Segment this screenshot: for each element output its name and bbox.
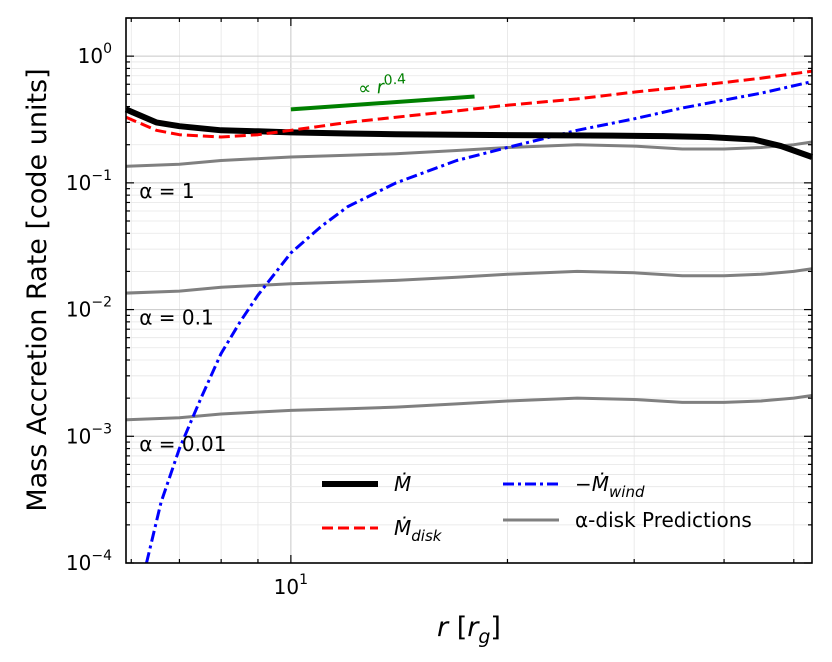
legend-label-minus_Mdot_wind: −Ṁwind [575, 472, 645, 501]
series-line-alpha_disk_0.1 [125, 267, 813, 295]
legend-label-Mdot: Ṁ [394, 472, 411, 496]
series-line-alpha_disk_1 [125, 140, 813, 168]
slope-reference-line [290, 94, 475, 112]
y-tick-label: 100 [78, 41, 112, 68]
series-line-Mdot_disk [125, 69, 813, 139]
annotations: α = 1 α = 0.1 α = 0.01 [139, 179, 226, 456]
y-tick-label: 10−2 [66, 295, 112, 322]
legend-label-Mdot_disk: Ṁdisk [394, 516, 443, 545]
series-line-minus_Mdot_wind [145, 80, 813, 564]
slope-label: ∝ r0.4 [357, 71, 407, 99]
y-axis-label: Mass Accretion Rate [code units] [22, 68, 53, 511]
y-tick-label: 10−3 [66, 421, 112, 448]
y-tick-label: 10−1 [66, 168, 112, 195]
data-series: ∝ r0.4 [124, 69, 813, 564]
legend-label-alpha_disk_1: α-disk Predictions [575, 508, 752, 532]
plot-frame [125, 17, 813, 564]
alpha-annotation: α = 1 [139, 179, 194, 203]
grid-lines [126, 17, 812, 564]
alpha-annotation: α = 0.01 [139, 432, 226, 456]
alpha-annotation: α = 0.1 [139, 306, 213, 330]
x-axis-label: r [rg] [437, 612, 501, 648]
legend: Ṁ Ṁdisk −Ṁwind α-disk Predictions [322, 472, 752, 545]
y-tick-label: 10−4 [66, 548, 112, 575]
x-tick-label: 101 [274, 572, 308, 599]
axis-ticks: 10−4 10−3 10−2 10−1 100 101 [66, 17, 812, 599]
series-line-Mdot [124, 106, 813, 160]
series-line-alpha_disk_0.01 [125, 394, 813, 422]
